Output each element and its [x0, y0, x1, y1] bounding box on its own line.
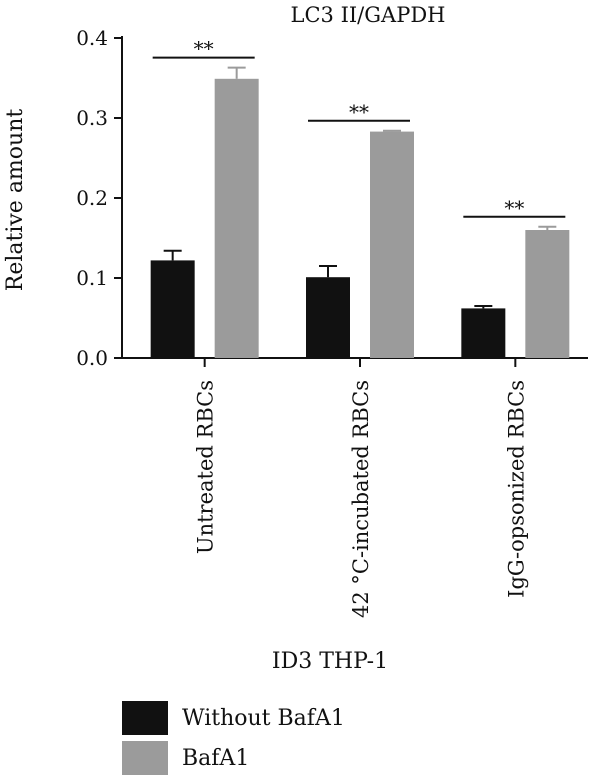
y-tick-label: 0.3: [76, 106, 108, 130]
x-tick-label: Untreated RBCs: [194, 380, 218, 554]
y-tick-label: 0.0: [76, 346, 108, 370]
bar: [525, 230, 570, 358]
chart-title: LC3 II/GAPDH: [291, 3, 446, 27]
y-tick-label: 0.4: [76, 26, 108, 50]
bar: [214, 78, 259, 359]
legend-item-bafa1: BafA1: [122, 740, 345, 776]
legend: Without BafA1 BafA1: [122, 700, 345, 780]
bar-chart: LC3 II/GAPDH Relative amount 0.00.10.20.…: [3, 3, 588, 674]
significance-marker: **: [504, 196, 524, 220]
bar: [461, 308, 506, 358]
axes: 0.0 0.1 0.2 0.3 0.4 Untreated RBCs 42 °C-incub…: [76, 26, 588, 618]
legend-swatch-without-bafa1: [122, 701, 168, 735]
x-axis-label: ID3 THP-1: [272, 649, 388, 674]
legend-label-without-bafa1: Without BafA1: [182, 705, 345, 731]
bars: [150, 66, 570, 359]
y-axis-label: Relative amount: [3, 109, 28, 292]
legend-label-bafa1: BafA1: [182, 745, 250, 771]
bar: [370, 131, 414, 358]
significance-marker: **: [349, 100, 369, 124]
y-tick-label: 0.1: [76, 266, 108, 290]
significance-marker: **: [194, 37, 214, 61]
x-tick-label: 42 °C-incubated RBCs: [349, 380, 373, 618]
significance-annotations: ** ** **: [152, 37, 566, 220]
legend-swatch-bafa1: [122, 741, 168, 775]
legend-item-without-bafa1: Without BafA1: [122, 700, 345, 736]
y-tick-label: 0.2: [76, 186, 108, 210]
x-tick-label: IgG-opsonized RBCs: [504, 380, 528, 598]
bar: [306, 277, 350, 358]
bar: [150, 260, 195, 358]
